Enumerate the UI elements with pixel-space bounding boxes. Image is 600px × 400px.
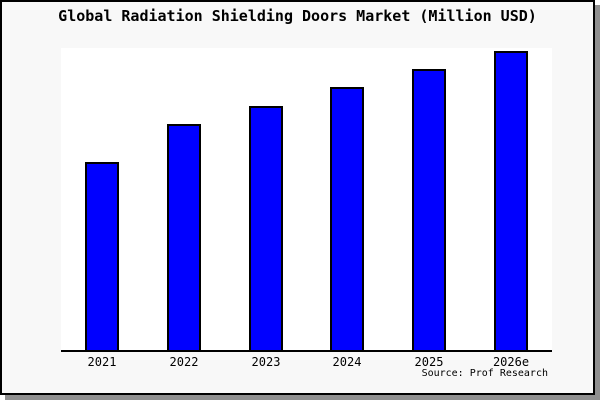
bar-2025 — [412, 69, 446, 350]
bar-2021 — [85, 162, 119, 350]
bar-2026e — [494, 51, 528, 350]
source-credit: Source: Prof Research — [421, 368, 548, 379]
x-tick-label-2023: 2023 — [251, 355, 281, 369]
x-tick-label-2024: 2024 — [332, 355, 362, 369]
x-tick-label-2022: 2022 — [169, 355, 199, 369]
chart-frame: Global Radiation Shielding Doors Market … — [0, 0, 595, 395]
bar-2024 — [330, 87, 364, 350]
x-tick-label-2021: 2021 — [87, 355, 117, 369]
chart-title: Global Radiation Shielding Doors Market … — [58, 7, 537, 25]
bar-2022 — [167, 124, 201, 350]
x-axis-labels: 2021 2022 2023 2024 2025 2026e — [61, 355, 552, 369]
plot-area — [61, 48, 552, 352]
x-tick-label-2026e: 2026e — [492, 355, 530, 369]
x-tick-label-2025: 2025 — [414, 355, 444, 369]
bar-2023 — [249, 106, 283, 350]
